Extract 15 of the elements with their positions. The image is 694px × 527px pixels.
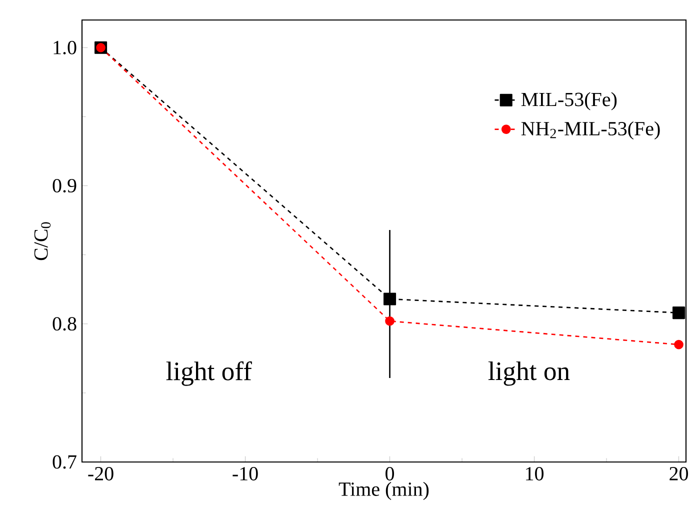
y-tick-label: 1.0	[54, 40, 76, 54]
annotation: light off	[166, 361, 252, 386]
x-tick-label: 10	[526, 466, 544, 480]
legend-label: MIL-53(Fe)	[521, 92, 617, 110]
y-tick-label: 0.9	[52, 178, 76, 193]
x-tick-label: -20	[88, 466, 114, 480]
y-axis-title: C/C$_{0}$	[34, 222, 51, 260]
y-tick-label: 0.7	[52, 455, 76, 469]
annotation: light on	[488, 361, 570, 386]
x-axis-title: Time (min)	[338, 482, 429, 500]
y-tick-label: 0.8	[52, 317, 76, 331]
x-tick-label: 20	[670, 466, 688, 480]
x-tick-label: 0	[386, 466, 394, 480]
x-tick-label: -10	[232, 466, 258, 480]
legend-label: NH$_{2}$-MIL-53(Fe)	[521, 121, 660, 140]
